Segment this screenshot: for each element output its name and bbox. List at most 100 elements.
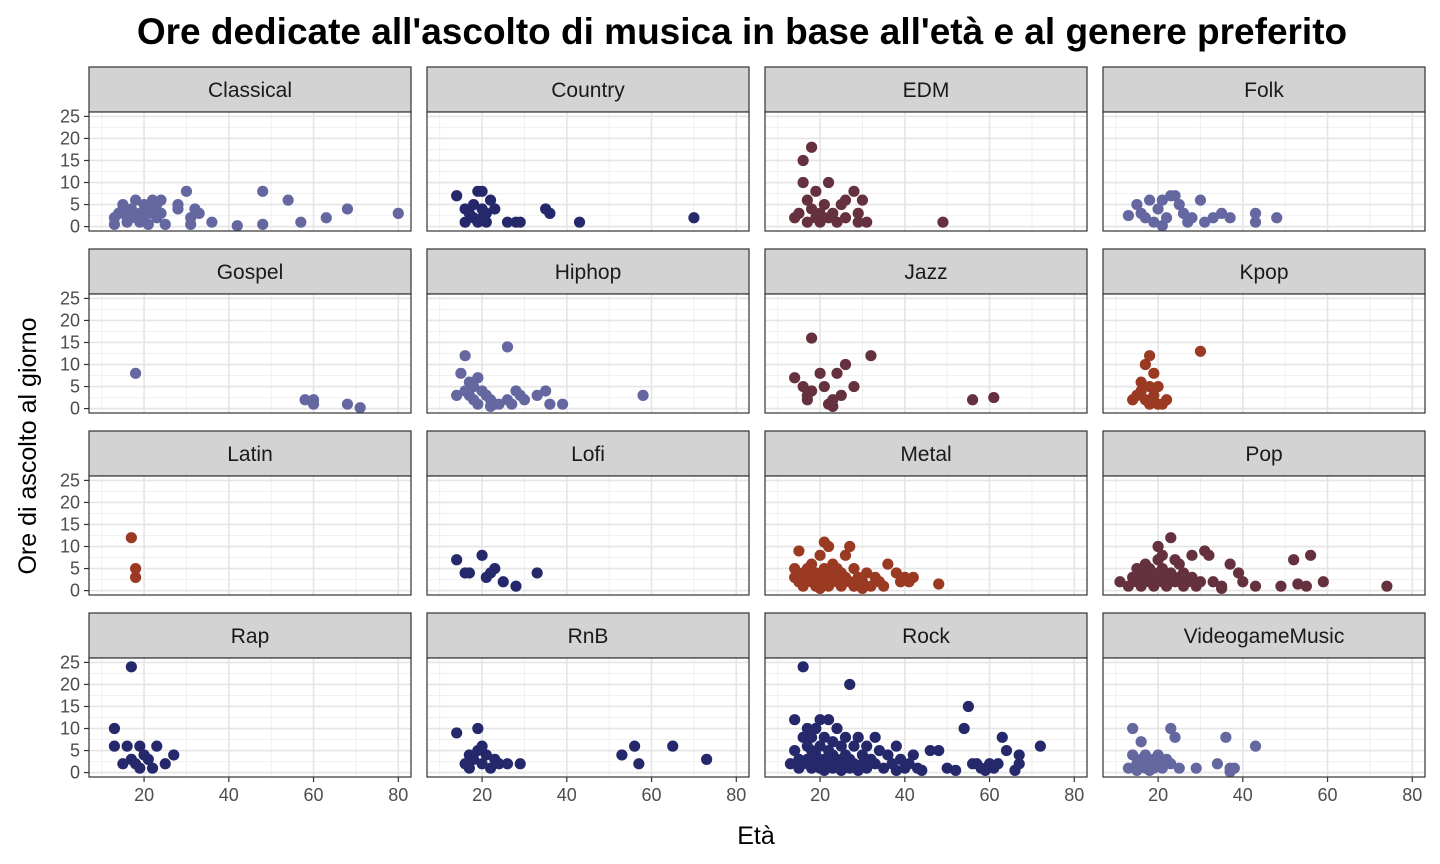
data-point <box>231 220 243 232</box>
data-point <box>1173 558 1185 570</box>
facet-strip-label: VideogameMusic <box>1184 625 1345 648</box>
data-point <box>1317 576 1329 588</box>
facet-strip <box>426 66 750 113</box>
data-point <box>1144 380 1156 393</box>
data-point <box>907 749 919 761</box>
data-point <box>861 216 873 228</box>
x-tick-label: 40 <box>557 785 577 805</box>
data-point <box>992 758 1004 770</box>
x-tick-label: 40 <box>219 785 239 805</box>
x-axis-title: Età <box>737 822 775 850</box>
data-point <box>1122 762 1135 774</box>
panel-border <box>88 111 412 232</box>
facet-strip <box>764 66 1088 113</box>
data-point <box>476 185 488 197</box>
facet-kpop: Kpop <box>1102 248 1426 414</box>
facet-strip <box>764 430 1088 477</box>
data-point <box>814 216 826 228</box>
y-tick-label: 20 <box>60 492 80 512</box>
y-tick-label: 15 <box>60 514 80 534</box>
data-point <box>531 567 543 579</box>
facet-strip <box>426 612 750 659</box>
facet-strip <box>88 66 412 113</box>
data-point <box>159 758 171 770</box>
data-point <box>793 545 805 557</box>
facet-folk: Folk <box>1102 66 1426 232</box>
data-point <box>1271 212 1283 224</box>
x-tick-label: 80 <box>388 785 408 805</box>
data-point <box>844 540 856 553</box>
data-point <box>489 203 501 215</box>
data-point <box>806 558 818 570</box>
data-point <box>797 661 809 673</box>
data-point <box>1127 722 1139 735</box>
data-point <box>801 722 813 735</box>
data-point <box>933 578 945 590</box>
data-point <box>510 580 522 592</box>
data-point <box>933 744 945 757</box>
data-point <box>1122 209 1135 222</box>
data-point <box>130 562 142 575</box>
data-point <box>459 216 471 228</box>
data-point <box>988 391 1000 404</box>
data-point <box>489 562 501 575</box>
data-point <box>501 216 514 228</box>
data-point <box>1220 731 1232 743</box>
data-point <box>835 740 847 752</box>
y-tick-label: 25 <box>60 652 80 672</box>
facet-edm: EDM <box>764 66 1088 232</box>
data-point <box>531 389 543 401</box>
data-point <box>480 207 492 219</box>
facet-strip <box>1102 248 1426 295</box>
data-point <box>341 398 354 410</box>
facet-strip <box>1102 612 1426 659</box>
data-point <box>962 700 974 713</box>
data-point <box>1144 350 1156 362</box>
data-point <box>924 744 936 757</box>
data-point <box>1249 216 1262 228</box>
data-point <box>1216 582 1228 594</box>
y-tick-label: 0 <box>70 763 80 783</box>
panel-border <box>426 111 750 232</box>
x-tick-label: 60 <box>304 785 324 805</box>
facet-strip-label: Hiphop <box>555 261 622 284</box>
data-point <box>861 567 873 579</box>
data-point <box>392 207 404 219</box>
data-point <box>882 558 894 570</box>
data-point <box>801 753 813 765</box>
data-point <box>789 744 801 757</box>
data-point <box>629 740 641 752</box>
data-point <box>193 207 205 219</box>
facet-strip-label: Classical <box>208 79 292 102</box>
data-point <box>451 727 463 739</box>
data-point <box>831 722 843 735</box>
data-point <box>1207 576 1219 588</box>
data-point <box>882 749 894 761</box>
data-point <box>514 758 526 770</box>
data-point <box>801 194 813 206</box>
facet-rnb: RnB 20 40 60 80 <box>426 612 750 805</box>
facet-strip-label: Jazz <box>904 261 947 284</box>
data-point <box>1177 567 1190 579</box>
panel-border <box>764 475 1088 596</box>
data-point <box>206 216 218 228</box>
data-point <box>484 194 497 206</box>
data-point <box>493 398 505 410</box>
data-point <box>468 753 480 765</box>
data-point <box>130 194 142 206</box>
data-point <box>848 185 860 197</box>
facet-lofi: Lofi <box>426 430 750 596</box>
data-point <box>814 549 826 561</box>
data-point <box>789 714 801 726</box>
panel-border <box>426 475 750 596</box>
data-point <box>451 389 463 401</box>
data-point <box>121 740 133 752</box>
x-tick-label: 60 <box>642 785 662 805</box>
data-point <box>1000 744 1013 757</box>
x-tick-label: 80 <box>1064 785 1084 805</box>
data-point <box>1135 736 1147 748</box>
data-point <box>1177 207 1190 219</box>
panel-border <box>426 293 750 414</box>
data-point <box>480 216 492 228</box>
data-point <box>1156 762 1168 774</box>
